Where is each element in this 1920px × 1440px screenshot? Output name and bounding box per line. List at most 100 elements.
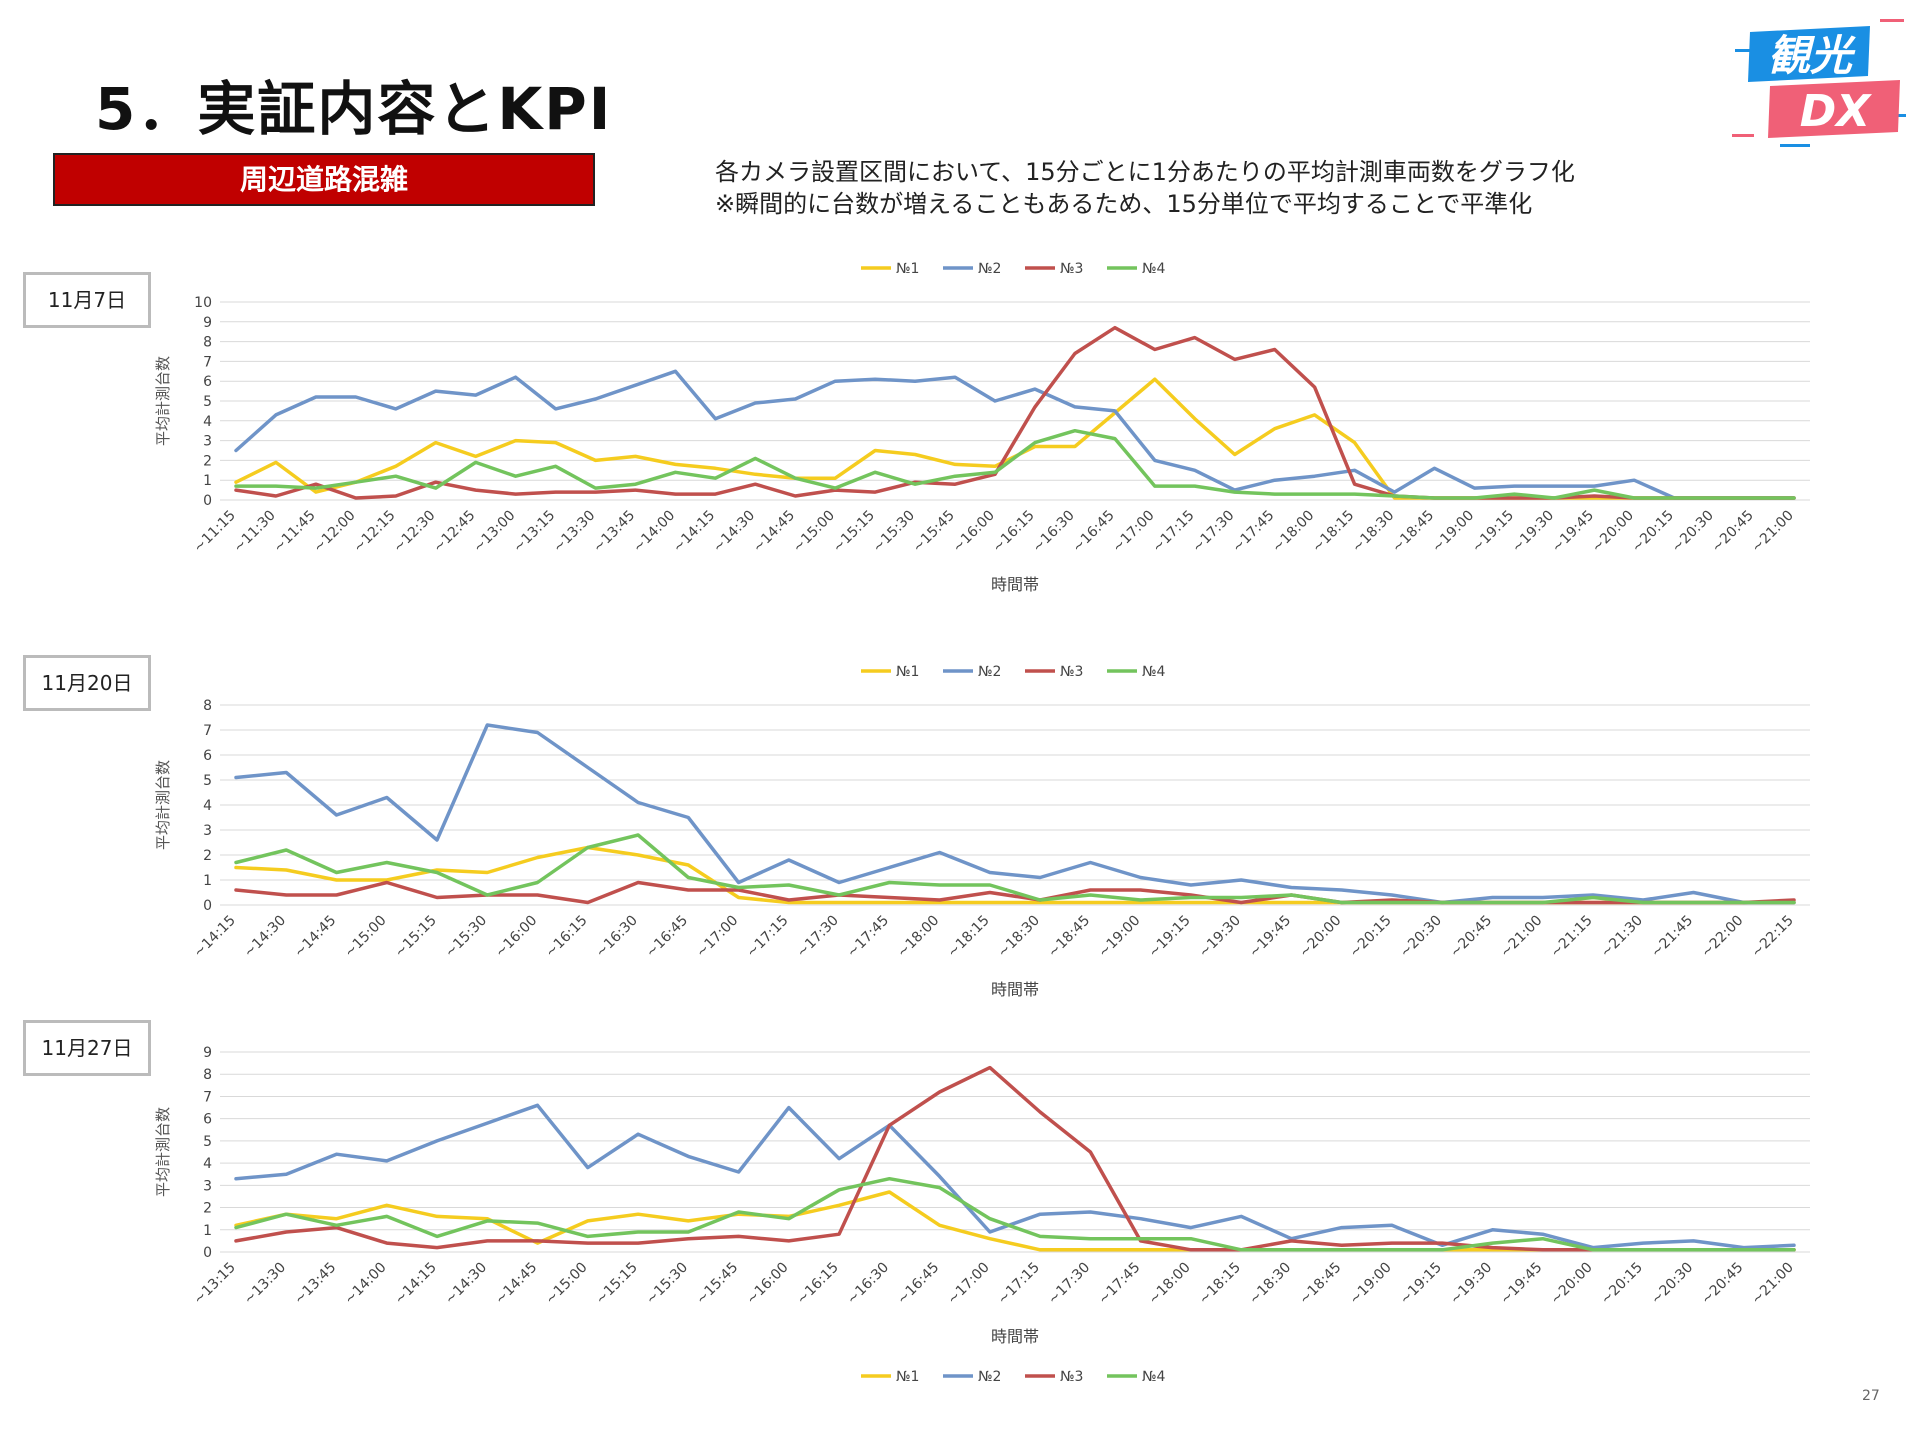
- x-tick-label: ~20:00: [1548, 1260, 1596, 1308]
- y-tick-label: 3: [203, 1178, 212, 1194]
- x-tick-label: ~21:30: [1598, 913, 1646, 961]
- x-tick-label: ~20:00: [1296, 913, 1344, 961]
- x-tick-label: ~20:30: [1397, 913, 1445, 961]
- x-tick-label: ~21:00: [1749, 508, 1797, 556]
- y-tick-label: 4: [203, 798, 212, 814]
- section-badge: 周辺道路混雑: [53, 153, 595, 206]
- series-line-4: [234, 833, 1796, 905]
- x-tick-label: ~17:15: [1149, 508, 1197, 556]
- x-tick-label: ~21:00: [1497, 913, 1545, 961]
- x-tick-label: ~17:30: [1045, 1260, 1093, 1308]
- logo-deco-line: [1780, 144, 1810, 147]
- x-tick-label: ~19:30: [1196, 913, 1244, 961]
- series-line-4: [234, 428, 1796, 500]
- x-tick-label: ~13:45: [291, 1260, 339, 1308]
- x-tick-label: ~16:15: [542, 913, 590, 961]
- date-label-2: 11月20日: [23, 655, 151, 711]
- x-tick-label: ~18:30: [1349, 508, 1397, 556]
- y-tick-label: 4: [203, 1156, 212, 1172]
- x-tick-label: ~20:15: [1629, 508, 1677, 556]
- series-line-2: [234, 723, 1796, 905]
- x-tick-label: ~14:30: [710, 508, 758, 556]
- x-tick-label: ~16:30: [844, 1260, 892, 1308]
- y-tick-label: 1: [203, 873, 212, 889]
- legend-label: №2: [978, 261, 1001, 277]
- x-tick-label: ~20:45: [1709, 508, 1757, 556]
- x-axis-title: 時間帯: [991, 575, 1039, 594]
- x-tick-label: ~15:00: [542, 1260, 590, 1308]
- series-line-2: [234, 369, 1796, 500]
- logo-deco-line: [1880, 19, 1904, 22]
- y-tick-label: 2: [203, 453, 212, 469]
- legend-label: №4: [1142, 664, 1166, 680]
- x-tick-label: ~19:30: [1447, 1260, 1495, 1308]
- date-label-1: 11月7日: [23, 272, 151, 328]
- x-tick-label: ~18:30: [995, 913, 1043, 961]
- x-tick-label: ~14:45: [492, 1260, 540, 1308]
- x-tick-label: ~16:00: [492, 913, 540, 961]
- x-tick-label: ~19:15: [1397, 1260, 1445, 1308]
- logo-pink-band: [1768, 80, 1900, 138]
- series-line-3: [234, 1065, 1796, 1252]
- x-tick-label: ~16:45: [894, 1260, 942, 1308]
- x-tick-label: ~13:15: [510, 508, 558, 556]
- x-tick-label: ~14:45: [291, 913, 339, 961]
- x-tick-label: ~11:45: [271, 508, 319, 556]
- description: 各カメラ設置区間において、15分ごとに1分あたりの平均計測車両数をグラフ化 ※瞬…: [715, 156, 1575, 220]
- y-tick-label: 6: [203, 1112, 212, 1128]
- x-tick-label: ~15:15: [593, 1260, 641, 1308]
- x-tick-label: ~14:45: [750, 508, 798, 556]
- x-tick-label: ~20:45: [1447, 913, 1495, 961]
- y-axis-title: 平均計測台数: [154, 1107, 172, 1197]
- x-tick-label: ~19:00: [1095, 913, 1143, 961]
- page-number: 27: [1862, 1388, 1880, 1404]
- x-tick-label: ~13:15: [191, 1260, 239, 1308]
- x-tick-label: ~13:30: [241, 1260, 289, 1308]
- x-tick-label: ~17:15: [744, 913, 792, 961]
- x-tick-label: ~22:15: [1749, 913, 1797, 961]
- x-tick-label: ~18:00: [1269, 508, 1317, 556]
- x-tick-label: ~17:00: [693, 913, 741, 961]
- x-tick-label: ~13:00: [470, 508, 518, 556]
- description-line-2: ※瞬間的に台数が増えることもあるため、15分単位で平均することで平準化: [715, 190, 1533, 218]
- x-tick-label: ~18:00: [1146, 1260, 1194, 1308]
- x-tick-label: ~19:15: [1146, 913, 1194, 961]
- x-tick-label: ~14:00: [630, 508, 678, 556]
- logo-text-kanko: 観光: [1768, 31, 1856, 80]
- kanko-dx-logo: 観光 DX: [1732, 19, 1906, 147]
- x-tick-label: ~20:30: [1648, 1260, 1696, 1308]
- x-tick-label: ~16:30: [593, 913, 641, 961]
- x-tick-label: ~16:45: [643, 913, 691, 961]
- x-tick-label: ~15:45: [910, 508, 958, 556]
- x-tick-label: ~21:45: [1648, 913, 1696, 961]
- legend-label: №2: [978, 664, 1001, 680]
- x-tick-label: ~15:15: [392, 913, 440, 961]
- x-tick-label: ~11:15: [191, 508, 239, 556]
- x-tick-label: ~21:00: [1749, 1260, 1797, 1308]
- x-tick-label: ~19:30: [1509, 508, 1557, 556]
- y-axis-title: 平均計測台数: [154, 760, 172, 850]
- y-tick-label: 7: [203, 354, 212, 370]
- y-tick-label: 9: [203, 315, 212, 331]
- x-tick-label: ~17:15: [995, 1260, 1043, 1308]
- x-tick-label: ~14:30: [442, 1260, 490, 1308]
- x-tick-label: ~14:15: [191, 913, 239, 961]
- x-tick-label: ~17:30: [1189, 508, 1237, 556]
- line-chart-nov27: 0 1 2 3 4 5 6 7 8 9 平均計測台数 ~13:15 ~13:30 ~13:45 ~14:00…: [154, 1045, 1810, 1385]
- x-tick-label: ~13:30: [550, 508, 598, 556]
- x-tick-label: ~20:45: [1698, 1260, 1746, 1308]
- legend-label: №3: [1060, 261, 1083, 277]
- y-tick-label: 2: [203, 1201, 212, 1217]
- y-tick-label: 10: [194, 295, 212, 311]
- y-tick-label: 2: [203, 848, 212, 864]
- series-line-2: [234, 1103, 1796, 1250]
- y-tick-label: 1: [203, 1223, 212, 1239]
- y-tick-label: 8: [203, 1067, 212, 1083]
- x-tick-label: ~15:00: [790, 508, 838, 556]
- description-line-1: 各カメラ設置区間において、15分ごとに1分あたりの平均計測車両数をグラフ化: [715, 158, 1575, 186]
- x-tick-label: ~19:15: [1469, 508, 1517, 556]
- y-tick-label: 8: [203, 698, 212, 714]
- legend-label: №3: [1060, 664, 1083, 680]
- x-tick-label: ~12:15: [350, 508, 398, 556]
- x-tick-label: ~15:45: [693, 1260, 741, 1308]
